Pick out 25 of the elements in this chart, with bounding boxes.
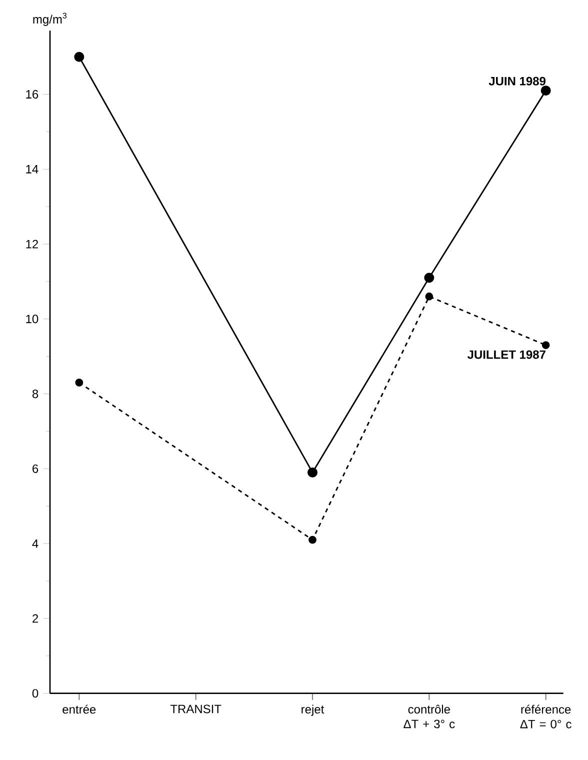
y-tick-label: 6: [32, 464, 38, 473]
point: [74, 52, 84, 62]
point: [424, 272, 434, 283]
y-tick-label: 2: [32, 614, 38, 623]
point: [540, 86, 551, 96]
y-tick-label: 8: [32, 390, 38, 398]
x-tick-label: entrée: [62, 704, 96, 714]
series-label: JUILLET 1987: [467, 350, 546, 359]
point: [75, 378, 84, 387]
point: [308, 536, 316, 544]
y-tick-label: 10: [26, 314, 38, 324]
y-axis-title: mg/m$^{3}$: [33, 12, 67, 26]
point: [425, 292, 434, 300]
y-tick-label: 16: [26, 90, 38, 99]
y-tick-label: 4: [32, 539, 38, 548]
point: [307, 467, 318, 478]
y-tick-label: 12: [26, 240, 38, 248]
x-tick-label: rejet: [302, 704, 324, 716]
y-tick-label: 0: [32, 689, 38, 698]
series-label: JUIN 1989: [488, 76, 546, 86]
x-tick-label: TRANSIT: [170, 704, 222, 714]
x-tick-label: contrôle ΔT + 3° c: [404, 704, 455, 728]
y-tick-label: 14: [26, 165, 38, 174]
point: [542, 341, 550, 350]
x-tick-label: référence ΔT = 0° c: [520, 704, 572, 728]
